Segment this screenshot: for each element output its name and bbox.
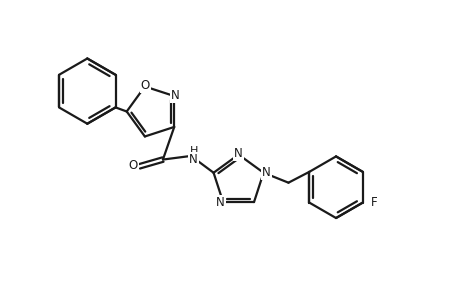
Text: N: N: [216, 196, 224, 208]
Text: F: F: [370, 196, 377, 209]
Text: N: N: [261, 166, 270, 179]
Text: N: N: [170, 88, 179, 102]
Text: O: O: [140, 79, 150, 92]
Text: N: N: [189, 153, 198, 166]
Text: N: N: [234, 147, 242, 160]
Text: O: O: [129, 159, 138, 172]
Text: H: H: [189, 146, 197, 156]
